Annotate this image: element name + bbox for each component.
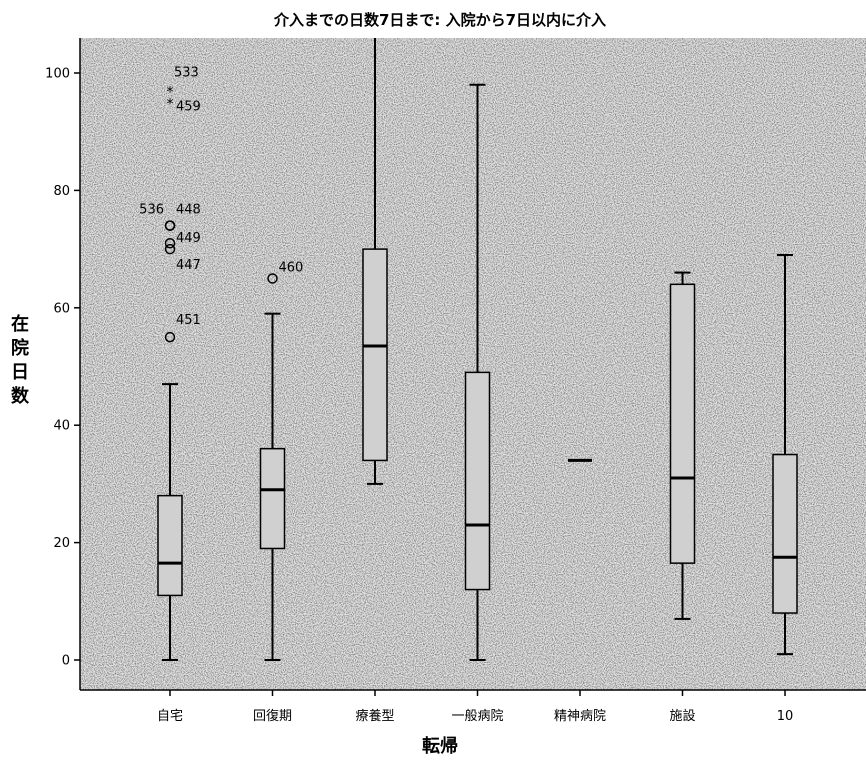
x-axis-title: 転帰	[422, 735, 458, 757]
y-axis-ticks: 0 20 40 60 80 100	[45, 67, 80, 669]
outlier-label: 533	[174, 66, 199, 81]
box-iqr	[772, 453, 798, 614]
box-iqr	[464, 371, 491, 591]
outlier-label: 449	[176, 231, 201, 246]
y-tick-label: 20	[53, 536, 70, 551]
outlier-label: 451	[176, 313, 201, 328]
outlier-label: 536	[139, 203, 164, 218]
chart-title: 介入までの日数7日まで: 入院から7日以内に介入	[273, 11, 606, 29]
x-tick-label: 施設	[669, 708, 695, 724]
outlier-circle-marker	[164, 331, 176, 343]
outlier-circle-marker	[164, 220, 176, 231]
plot-area	[80, 38, 866, 690]
x-tick-label: 10	[777, 709, 794, 724]
y-tick-label: 40	[53, 419, 70, 434]
outlier-circle-marker	[164, 237, 176, 249]
outlier-circle-marker	[267, 273, 278, 284]
x-tick-label: 療養型	[355, 708, 394, 724]
outlier-star-marker: *	[167, 96, 174, 112]
box-6	[669, 271, 696, 620]
y-tick-label: 100	[45, 67, 70, 82]
box-iqr	[157, 494, 183, 597]
outlier-star-marker: *	[167, 85, 174, 101]
outlier-label: 460	[279, 260, 304, 275]
outlier-label: 448	[176, 203, 201, 218]
outlier-label: 447	[176, 258, 201, 273]
x-axis-ticks: 自宅 回復期 療養型 一般病院 精神病院 施設 10	[157, 690, 793, 724]
x-tick-label: 回復期	[253, 708, 292, 724]
y-axis-title-char: 数	[11, 385, 30, 407]
outlier-label: 459	[176, 99, 201, 114]
y-tick-label: 0	[62, 654, 70, 669]
box-iqr	[259, 447, 286, 550]
y-tick-label: 80	[53, 184, 70, 199]
box-iqr	[669, 283, 696, 564]
y-axis-title-char: 在	[11, 313, 29, 335]
plot-background-texture	[80, 38, 866, 690]
box-iqr	[362, 248, 388, 462]
x-tick-label: 一般病院	[451, 708, 503, 724]
outlier-circle-marker	[164, 243, 176, 255]
y-axis-title-char: 院	[11, 337, 29, 359]
box-2: 460	[259, 260, 304, 661]
box-7	[772, 253, 798, 656]
x-tick-label: 精神病院	[554, 709, 606, 724]
box-3	[362, 38, 388, 485]
boxes-layer: *533* 459 536 448 449 447 451 460	[139, 38, 798, 661]
x-tick-label: 自宅	[157, 709, 183, 724]
y-axis-title-char: 日	[11, 362, 29, 383]
y-tick-label: 60	[53, 301, 70, 316]
box-4	[464, 83, 491, 661]
box-1: *533* 459 536 448 449 447 451	[139, 66, 201, 661]
plot-frame	[79, 38, 866, 691]
